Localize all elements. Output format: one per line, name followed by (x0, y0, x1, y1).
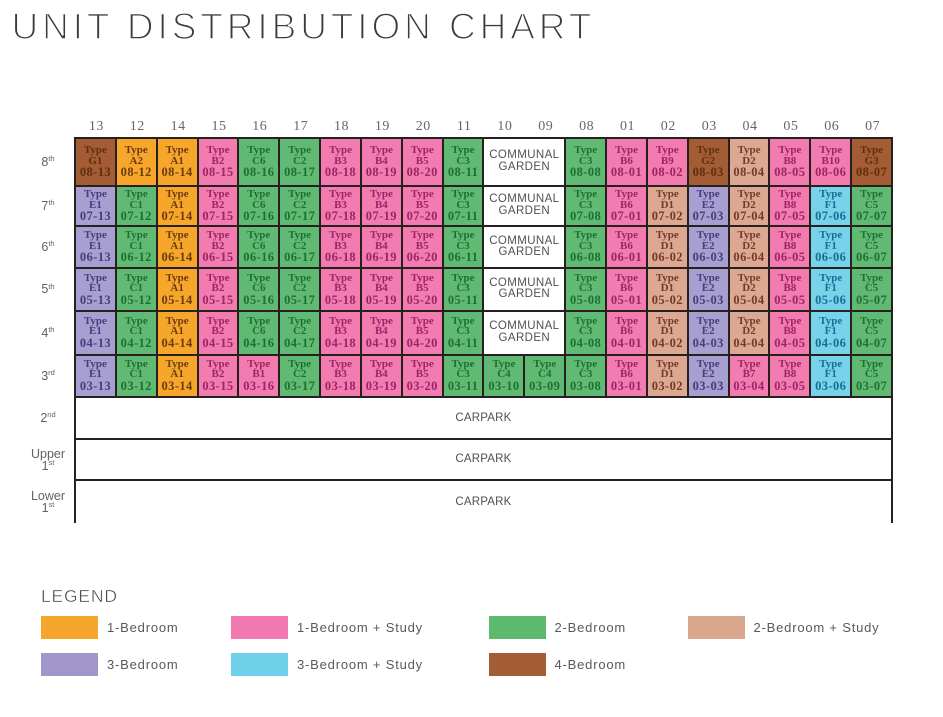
svg-text:LEGEND: LEGEND (41, 586, 118, 606)
svg-text:UNIT DISTRIBUTION CHART: UNIT DISTRIBUTION CHART (12, 7, 596, 47)
